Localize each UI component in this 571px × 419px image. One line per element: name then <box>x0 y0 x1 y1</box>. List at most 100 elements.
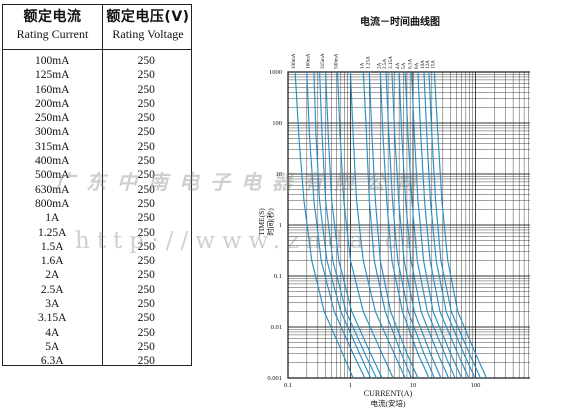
fuse-curve-6.3A <box>411 71 463 379</box>
rating-voltage-cell: 250 <box>137 255 155 268</box>
y-tick-label: 0.001 <box>267 375 282 382</box>
y-tick-label: 100 <box>272 120 282 127</box>
y-tick-label: 0.1 <box>274 273 282 280</box>
table-row: 315mA 250 <box>3 140 191 154</box>
fuse-curve-10A <box>423 71 476 379</box>
rating-current-cell: 800mA <box>34 197 70 210</box>
fuse-curve-12A <box>428 71 481 379</box>
table-row: 2.5A 250 <box>3 283 191 297</box>
rating-voltage-cell: 250 <box>137 355 155 368</box>
table-rows: 100mA 250 125mA 250 160mA 250 200mA 250 250mA 250… <box>3 54 191 369</box>
rating-current-cell: 1.5A <box>40 240 64 253</box>
rating-voltage-cell: 250 <box>137 97 155 110</box>
rating-voltage-cell: 250 <box>137 83 155 96</box>
rating-voltage-cell: 250 <box>137 169 155 182</box>
fuse-curve-1A <box>362 71 413 379</box>
curve-rating-label: 100mA <box>291 53 297 69</box>
time-current-chart: 0.1110100100010001001010.10.010.001CURRE… <box>257 53 530 408</box>
current-column-header: 额定电流 Rating Current <box>3 8 102 43</box>
rating-current-cell: 400mA <box>34 155 70 168</box>
fuse-curve-250mA <box>319 71 377 379</box>
x-tick-label: 1 <box>349 382 352 389</box>
rating-current-cell: 1.6A <box>40 255 64 268</box>
table-row: 500mA 250 <box>3 168 191 182</box>
curve-rating-label: 1A <box>359 62 365 69</box>
grid-lines <box>287 71 530 379</box>
current-header-en: Rating Current <box>16 27 89 41</box>
current-header-cn: 额定电流 <box>23 9 82 25</box>
y-axis-label-en: TIME(S) <box>257 208 266 236</box>
rating-current-cell: 100mA <box>34 55 70 67</box>
curve-rating-label: 15A <box>430 60 436 69</box>
table-row: 5A 250 <box>3 340 191 354</box>
x-axis-label-en: CURRENT(A) <box>364 389 413 398</box>
x-tick-label: 0.1 <box>284 382 292 389</box>
rating-current-cell: 5A <box>45 340 60 353</box>
curve-rating-label: 500mA <box>334 53 340 69</box>
fuse-curve-2.5A <box>385 71 435 379</box>
y-tick-label: 10 <box>276 171 283 178</box>
rating-current-cell: 250mA <box>34 112 70 125</box>
rating-current-cell: 630mA <box>34 183 70 196</box>
voltage-column-header: 额定电压(V) Rating Voltage <box>103 8 193 43</box>
rating-voltage-cell: 250 <box>137 112 155 125</box>
curve-rating-label: 1.25A <box>365 56 371 69</box>
table-row: 400mA 250 <box>3 154 191 168</box>
rating-voltage-cell: 250 <box>137 140 155 153</box>
rating-voltage-cell: 250 <box>137 55 155 67</box>
curve-rating-label: 2A <box>376 62 382 69</box>
watermark-company: 广东中南电子电器有限公司 <box>55 170 427 194</box>
rating-current-cell: 500mA <box>34 169 70 182</box>
rating-current-cell: 315mA <box>34 140 70 153</box>
table-row: 800mA 250 <box>3 197 191 211</box>
fuse-curve-1.25A <box>368 71 419 379</box>
curve-rating-label: 8A <box>414 62 420 69</box>
rating-current-cell: 1.25A <box>38 226 67 239</box>
fuse-curve-8A <box>417 71 470 379</box>
rating-current-cell: 1A <box>45 212 60 225</box>
fuse-curve-800mA <box>349 71 406 379</box>
curve-rating-label: 3.15A <box>388 56 394 69</box>
x-axis-label-cn: 电流(安培) <box>371 398 406 408</box>
fuse-curve-315mA <box>325 71 383 379</box>
x-tick-label: 10 <box>410 382 417 389</box>
y-axis-label-cn: 时间(秒) <box>265 208 275 236</box>
table-row: 200mA 250 <box>3 97 191 111</box>
curve-rating-label: 315mA <box>320 53 326 69</box>
rating-current-cell: 2A <box>45 269 60 282</box>
rating-current-cell: 3.15A <box>38 312 67 325</box>
table-row: 1A 250 <box>3 211 191 225</box>
rating-voltage-cell: 250 <box>137 226 155 239</box>
rating-current-cell: 3A <box>45 298 60 311</box>
table-row: 1.25A 250 <box>3 226 191 240</box>
rating-current-cell: 125mA <box>34 69 70 82</box>
x-tick-label: 100 <box>471 382 481 389</box>
table-row: 125mA 250 <box>3 68 191 82</box>
table-row: 160mA 250 <box>3 83 191 97</box>
rating-current-cell: 2.5A <box>40 283 64 296</box>
curve-rating-label: 5A <box>401 62 407 69</box>
rating-voltage-cell: 250 <box>137 298 155 311</box>
rating-current-cell: 4A <box>45 326 60 339</box>
curve-rating-label: 12A <box>425 60 431 69</box>
curve-rating-label: 2.5A <box>382 59 388 69</box>
fuse-curve-2A <box>379 71 430 379</box>
rating-voltage-cell: 250 <box>137 69 155 82</box>
fuse-curve-5A <box>404 71 456 379</box>
table-row: 6.3A 250 <box>3 354 191 368</box>
curve-rating-label: 160mA <box>305 53 311 69</box>
table-row: 300mA 250 <box>3 125 191 139</box>
rating-voltage-cell: 250 <box>137 312 155 325</box>
rating-voltage-cell: 250 <box>137 326 155 339</box>
rating-current-cell: 300mA <box>34 126 70 139</box>
table-column-divider <box>102 5 103 365</box>
rating-table: 额定电流 Rating Current 额定电压(V) Rating Volta… <box>2 4 193 369</box>
table-row: 100mA 250 <box>3 54 191 68</box>
rating-voltage-cell: 250 <box>137 240 155 253</box>
voltage-header-cn: 额定电压(V) <box>106 9 190 25</box>
rating-current-cell: 6.3A <box>40 355 64 368</box>
table-header-divider <box>3 49 191 50</box>
fuse-curve-200mA <box>313 71 372 379</box>
fuse-curve-3.15A <box>391 71 442 379</box>
fuse-curve-500mA <box>336 71 394 379</box>
